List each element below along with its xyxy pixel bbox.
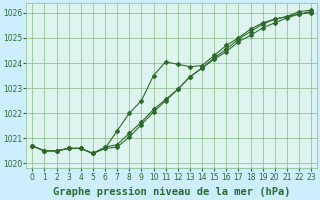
X-axis label: Graphe pression niveau de la mer (hPa): Graphe pression niveau de la mer (hPa) <box>53 187 291 197</box>
